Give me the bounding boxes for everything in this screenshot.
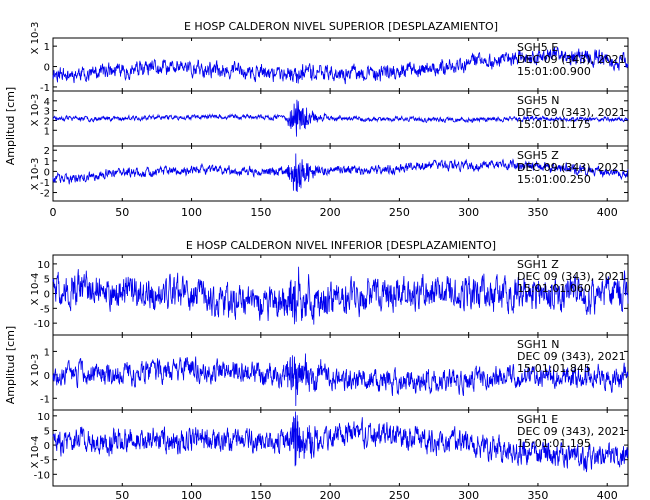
date-label: DEC 09 (343), 2021 <box>517 350 626 363</box>
scale-label: X 10-3 <box>30 94 41 127</box>
chart-title-inferior: E HOSP CALDERON NIVEL INFERIOR [DESPLAZA… <box>186 239 496 252</box>
x-tick-label: 300 <box>458 206 479 219</box>
time-label: 15:01:00.250 <box>517 173 591 186</box>
x-tick-label: 300 <box>458 489 479 500</box>
time-label: 15:01:01.195 <box>517 437 591 450</box>
scale-label: X 10-3 <box>30 158 41 191</box>
station-label: SGH1 N <box>517 338 560 351</box>
y-tick-label: -5 <box>40 456 50 467</box>
y-tick-label: 1 <box>44 42 50 53</box>
y-tick-label: -1 <box>40 83 50 94</box>
x-tick-label: 0 <box>50 206 57 219</box>
time-label: 15:01:01.060 <box>517 282 591 295</box>
y-tick-label: 1 <box>44 126 50 137</box>
x-tick-label: 400 <box>597 489 618 500</box>
time-label: 15:01:01.175 <box>517 118 591 131</box>
station-label: SGH5 E <box>517 41 558 54</box>
date-label: DEC 09 (343), 2021 <box>517 106 626 119</box>
chart-title-superior: E HOSP CALDERON NIVEL SUPERIOR [DESPLAZA… <box>184 20 498 33</box>
y-tick-label: 1 <box>44 157 50 168</box>
scale-label: X 10-3 <box>30 22 41 55</box>
waveform-trace <box>52 266 629 325</box>
panel-frame <box>52 409 629 487</box>
x-tick-label: 200 <box>320 489 341 500</box>
time-label: 15:01:00.900 <box>517 65 591 78</box>
y-axis-label-inferior: Amplitud [cm] <box>4 326 17 404</box>
y-tick-label: 0 <box>44 290 50 301</box>
date-label: DEC 09 (343), 2021 <box>517 161 626 174</box>
x-tick-label: 200 <box>320 206 341 219</box>
x-tick-label: 350 <box>527 206 548 219</box>
y-tick-label: 0 <box>44 63 50 74</box>
y-tick-label: 5 <box>44 275 50 286</box>
station-label: SGH5 Z <box>517 149 559 162</box>
waveform-trace <box>52 153 629 193</box>
scale-label: X 10-3 <box>30 354 41 387</box>
x-tick-label: 150 <box>250 206 271 219</box>
y-tick-label: 1 <box>44 347 50 358</box>
y-tick-label: 2 <box>44 146 50 157</box>
panel-frame <box>52 145 629 202</box>
station-label: SGH1 E <box>517 413 558 426</box>
x-tick-label: 100 <box>181 206 202 219</box>
y-tick-label: -10 <box>34 319 50 330</box>
y-tick-label: 2 <box>44 116 50 127</box>
y-tick-label: -2 <box>40 189 50 200</box>
station-label: SGH1 Z <box>517 258 559 271</box>
x-tick-label: 100 <box>181 489 202 500</box>
station-label: SGH5 N <box>517 94 560 107</box>
scale-label: X 10-4 <box>30 273 41 306</box>
date-label: DEC 09 (343), 2021 <box>517 53 626 66</box>
waveform-trace <box>52 99 629 137</box>
x-tick-label: 250 <box>389 206 410 219</box>
y-axis-label-superior: Amplitud [cm] <box>4 87 17 165</box>
y-tick-label: 0 <box>44 441 50 452</box>
y-tick-label: 5 <box>44 426 50 437</box>
x-tick-label: 250 <box>389 489 410 500</box>
waveform-trace <box>52 46 629 85</box>
y-tick-label: -10 <box>34 470 50 481</box>
x-tick-label: 350 <box>527 489 548 500</box>
x-tick-label: 400 <box>597 206 618 219</box>
waveform-trace <box>52 353 629 407</box>
x-tick-label: 50 <box>115 206 129 219</box>
y-tick-label: 0 <box>44 167 50 178</box>
y-tick-label: 10 <box>37 412 50 423</box>
waveform-trace <box>52 411 629 473</box>
x-tick-label: 150 <box>250 489 271 500</box>
time-label: 15:01:01.845 <box>517 362 591 375</box>
y-tick-label: 10 <box>37 260 50 271</box>
y-tick-label: 3 <box>44 107 50 118</box>
y-tick-label: -1 <box>40 394 50 405</box>
scale-label: X 10-4 <box>30 436 41 469</box>
date-label: DEC 09 (343), 2021 <box>517 270 626 283</box>
y-tick-label: 4 <box>44 97 50 108</box>
y-tick-label: -5 <box>40 304 50 315</box>
y-tick-label: -1 <box>40 178 50 189</box>
date-label: DEC 09 (343), 2021 <box>517 425 626 438</box>
y-tick-label: 0 <box>44 371 50 382</box>
x-tick-label: 50 <box>115 489 129 500</box>
